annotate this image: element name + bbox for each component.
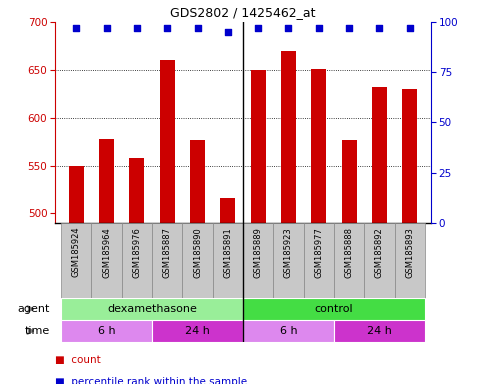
Text: GSM185891: GSM185891 bbox=[223, 227, 232, 278]
Text: ■  count: ■ count bbox=[55, 356, 101, 366]
Point bbox=[224, 29, 232, 35]
Bar bbox=[334, 223, 364, 298]
Bar bbox=[159, 60, 175, 223]
Text: 24 h: 24 h bbox=[185, 326, 210, 336]
Bar bbox=[364, 223, 395, 298]
Bar bbox=[99, 139, 114, 223]
Bar bbox=[372, 87, 387, 223]
Bar bbox=[220, 198, 235, 223]
Bar bbox=[243, 223, 273, 298]
Bar bbox=[122, 223, 152, 298]
Point bbox=[163, 25, 171, 31]
Bar bbox=[91, 223, 122, 298]
Text: GSM185923: GSM185923 bbox=[284, 227, 293, 278]
Bar bbox=[190, 140, 205, 223]
Point bbox=[345, 25, 353, 31]
Point bbox=[254, 25, 262, 31]
Text: GSM185893: GSM185893 bbox=[405, 227, 414, 278]
Bar bbox=[243, 298, 425, 320]
Bar bbox=[152, 320, 243, 342]
Bar bbox=[402, 89, 417, 223]
Text: dexamethasone: dexamethasone bbox=[107, 304, 197, 314]
Bar bbox=[311, 69, 327, 223]
Bar bbox=[273, 223, 304, 298]
Point bbox=[315, 25, 323, 31]
Text: GSM185892: GSM185892 bbox=[375, 227, 384, 278]
Bar bbox=[213, 223, 243, 298]
Bar bbox=[61, 223, 91, 298]
Bar bbox=[251, 70, 266, 223]
Point bbox=[133, 25, 141, 31]
Bar bbox=[395, 223, 425, 298]
Text: GSM185924: GSM185924 bbox=[72, 227, 81, 277]
Text: GSM185964: GSM185964 bbox=[102, 227, 111, 278]
Text: GSM185889: GSM185889 bbox=[254, 227, 263, 278]
Point bbox=[406, 25, 413, 31]
Bar bbox=[61, 320, 152, 342]
Text: GSM185890: GSM185890 bbox=[193, 227, 202, 278]
Point bbox=[376, 25, 384, 31]
Text: 6 h: 6 h bbox=[98, 326, 115, 336]
Text: control: control bbox=[314, 304, 353, 314]
Point bbox=[194, 25, 201, 31]
Point bbox=[284, 25, 292, 31]
Bar bbox=[69, 166, 84, 223]
Bar bbox=[61, 298, 243, 320]
Text: 24 h: 24 h bbox=[367, 326, 392, 336]
Text: GSM185887: GSM185887 bbox=[163, 227, 171, 278]
Point bbox=[103, 25, 111, 31]
Bar bbox=[183, 223, 213, 298]
Bar bbox=[304, 223, 334, 298]
Bar bbox=[281, 51, 296, 223]
Title: GDS2802 / 1425462_at: GDS2802 / 1425462_at bbox=[170, 7, 316, 20]
Bar bbox=[341, 140, 357, 223]
Text: ■  percentile rank within the sample: ■ percentile rank within the sample bbox=[55, 377, 247, 384]
Text: agent: agent bbox=[18, 304, 50, 314]
Text: GSM185888: GSM185888 bbox=[345, 227, 354, 278]
Bar bbox=[334, 320, 425, 342]
Bar bbox=[152, 223, 183, 298]
Text: GSM185976: GSM185976 bbox=[132, 227, 142, 278]
Point bbox=[72, 25, 80, 31]
Text: GSM185977: GSM185977 bbox=[314, 227, 323, 278]
Bar bbox=[243, 320, 334, 342]
Bar bbox=[129, 158, 144, 223]
Text: 6 h: 6 h bbox=[280, 326, 298, 336]
Text: time: time bbox=[25, 326, 50, 336]
